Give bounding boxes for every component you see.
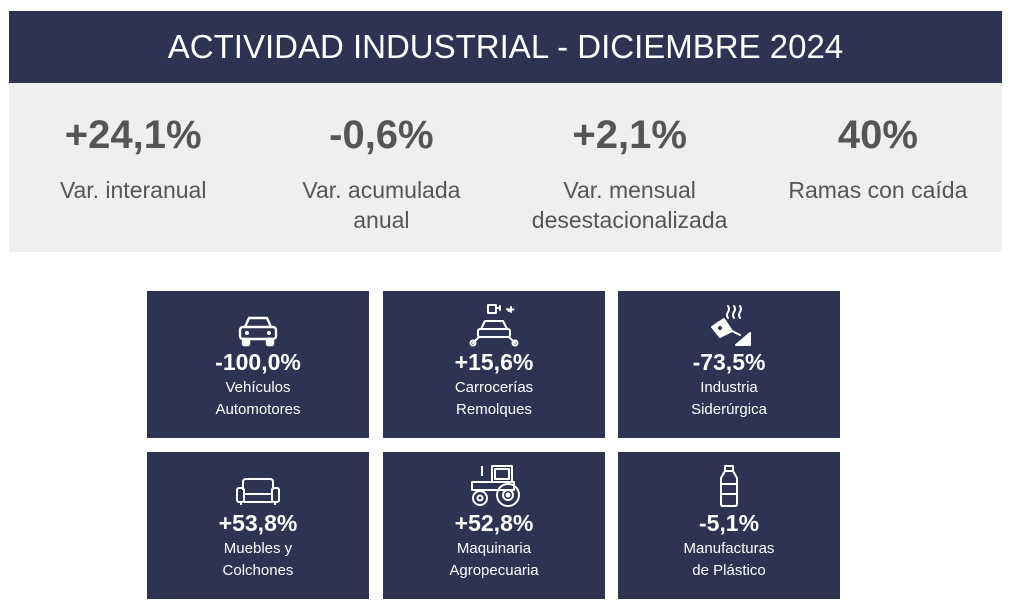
kpi-value: -0,6% [329,113,434,157]
tractor-icon [466,460,522,508]
kpi-ramas: 40% Ramas con caída [754,83,1002,252]
sofa-icon [235,460,281,508]
kpi-band: +24,1% Var. interanual -0,6% Var. acumul… [9,83,1002,252]
branch-label-line: Remolques [456,401,532,418]
branch-value: -73,5% [692,349,766,375]
branch-label: Vehículos Automotores [215,377,300,421]
kpi-mensual: +2,1% Var. mensual desestacionalizada [506,83,754,252]
branch-tile-carrocerias: +15,6% Carrocerías Remolques [383,291,605,438]
kpi-interanual: +24,1% Var. interanual [9,83,257,252]
kpi-label: Var. acumulada anual [302,177,461,233]
branch-value: +15,6% [454,349,534,375]
page-title-text: ACTIVIDAD INDUSTRIAL - DICIEMBRE 2024 [167,28,844,65]
branch-label-line: de Plástico [692,562,766,579]
branch-value: -5,1% [698,510,760,536]
car-icon [236,299,280,347]
branch-tile-maquinaria: +52,8% Maquinaria Agropecuaria [383,452,605,599]
branch-tile-vehiculos: -100,0% Vehículos Automotores [147,291,369,438]
branch-label-line: Siderúrgica [691,401,767,418]
plastic-bottle-icon [717,460,741,508]
kpi-value: 40% [837,113,918,157]
branch-value: -100,0% [215,349,301,375]
branch-label: Maquinaria Agropecuaria [449,538,538,582]
branch-tile-muebles: +53,8% Muebles y Colchones [147,452,369,599]
branch-value: +53,8% [218,510,298,536]
car-repair-icon [469,299,519,347]
branch-label-line: Manufacturas [683,540,775,557]
branch-label-line: Maquinaria [456,540,532,557]
branch-tile-siderurgica: -73,5% Industria Siderúrgica [618,291,840,438]
branch-label-line: Carrocerías [454,379,534,396]
branch-label: Manufacturas de Plástico [684,538,775,582]
branch-value: +52,8% [454,510,534,536]
branch-label-line: Automotores [215,401,301,418]
branch-label-line: Industria [700,379,758,396]
branch-tile-plastico: -5,1% Manufacturas de Plástico [618,452,840,599]
steel-ladle-icon [706,299,752,347]
kpi-label: Var. mensual desestacionalizada [531,177,728,233]
branch-label-line: Colchones [222,562,294,579]
branch-label: Carrocerías Remolques [455,377,533,421]
page-title: ACTIVIDAD INDUSTRIAL - DICIEMBRE 2024 [9,11,1002,83]
kpi-value: +24,1% [64,113,202,157]
branch-label: Industria Siderúrgica [691,377,767,421]
branch-label-line: Muebles y [223,540,293,557]
branch-label: Muebles y Colchones [223,538,294,582]
branch-label-line: Agropecuaria [449,562,539,579]
kpi-value: +2,1% [572,113,687,157]
branch-label-line: Vehículos [225,379,291,396]
kpi-label: Ramas con caída [788,177,968,203]
kpi-acumulada: -0,6% Var. acumulada anual [257,83,505,252]
kpi-label: Var. interanual [59,177,207,203]
